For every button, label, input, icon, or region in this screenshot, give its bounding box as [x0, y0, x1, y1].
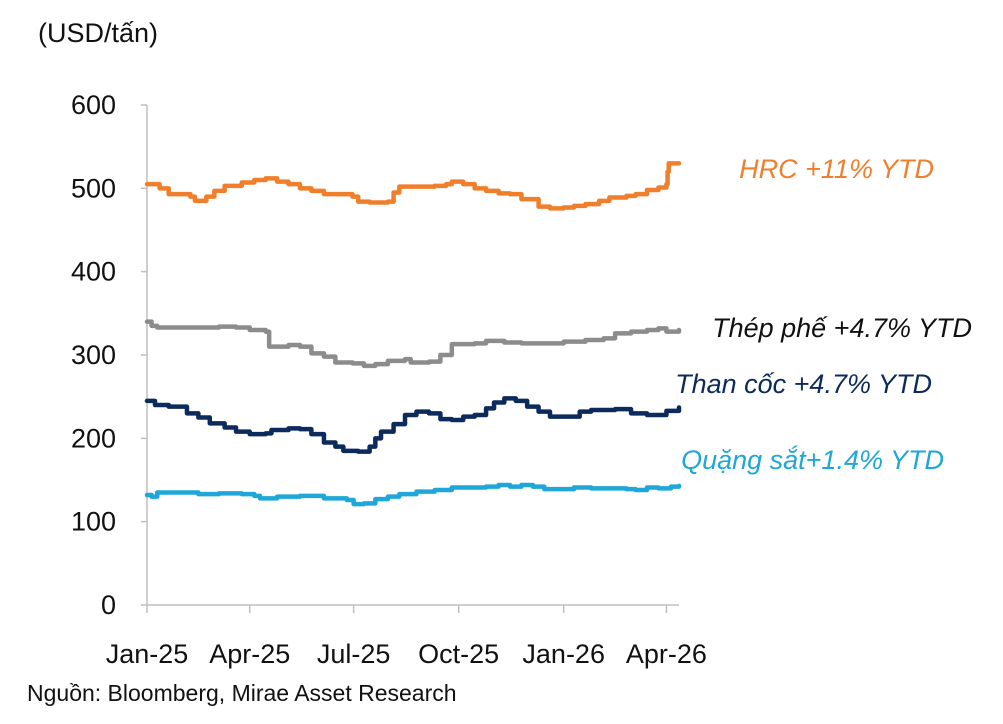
x-tick-label: Jan-26 — [522, 639, 605, 669]
y-tick-label: 0 — [101, 590, 116, 620]
series-line — [144, 319, 682, 369]
series-label: Than cốc +4.7% YTD — [675, 369, 932, 399]
source-note: Nguồn: Bloomberg, Mirae Asset Research — [27, 680, 457, 706]
x-tick-label: Apr-26 — [626, 639, 707, 669]
series-line — [144, 482, 682, 507]
series-labels: HRC +11% YTD Thép phế +4.7% YTD Than cốc +… — [675, 154, 972, 475]
series-line — [144, 161, 682, 211]
x-tick-label: Jan-25 — [106, 639, 189, 669]
y-tick-label: 600 — [71, 90, 116, 120]
series-label: Quặng sắt+1.4% YTD — [681, 444, 944, 475]
y-tick-label: 100 — [71, 507, 116, 537]
y-tick-label: 200 — [71, 423, 116, 453]
y-tick-label: 400 — [71, 257, 116, 287]
x-tick-label: Oct-25 — [418, 639, 499, 669]
series-label: HRC +11% YTD — [739, 154, 934, 184]
chart-series — [144, 161, 682, 507]
series-label: Thép phế +4.7% YTD — [712, 313, 972, 343]
y-unit-label: (USD/tấn) — [38, 18, 158, 48]
y-tick-label: 300 — [71, 340, 116, 370]
y-tick-label: 500 — [71, 173, 116, 203]
series-line — [144, 396, 682, 454]
x-tick-label: Jul-25 — [317, 639, 391, 669]
x-tick-label: Apr-25 — [209, 639, 290, 669]
chart-axes: 0 100 200 300 400 500 600 Jan-25 Apr-25 Jul-25 Oct… — [71, 90, 707, 669]
